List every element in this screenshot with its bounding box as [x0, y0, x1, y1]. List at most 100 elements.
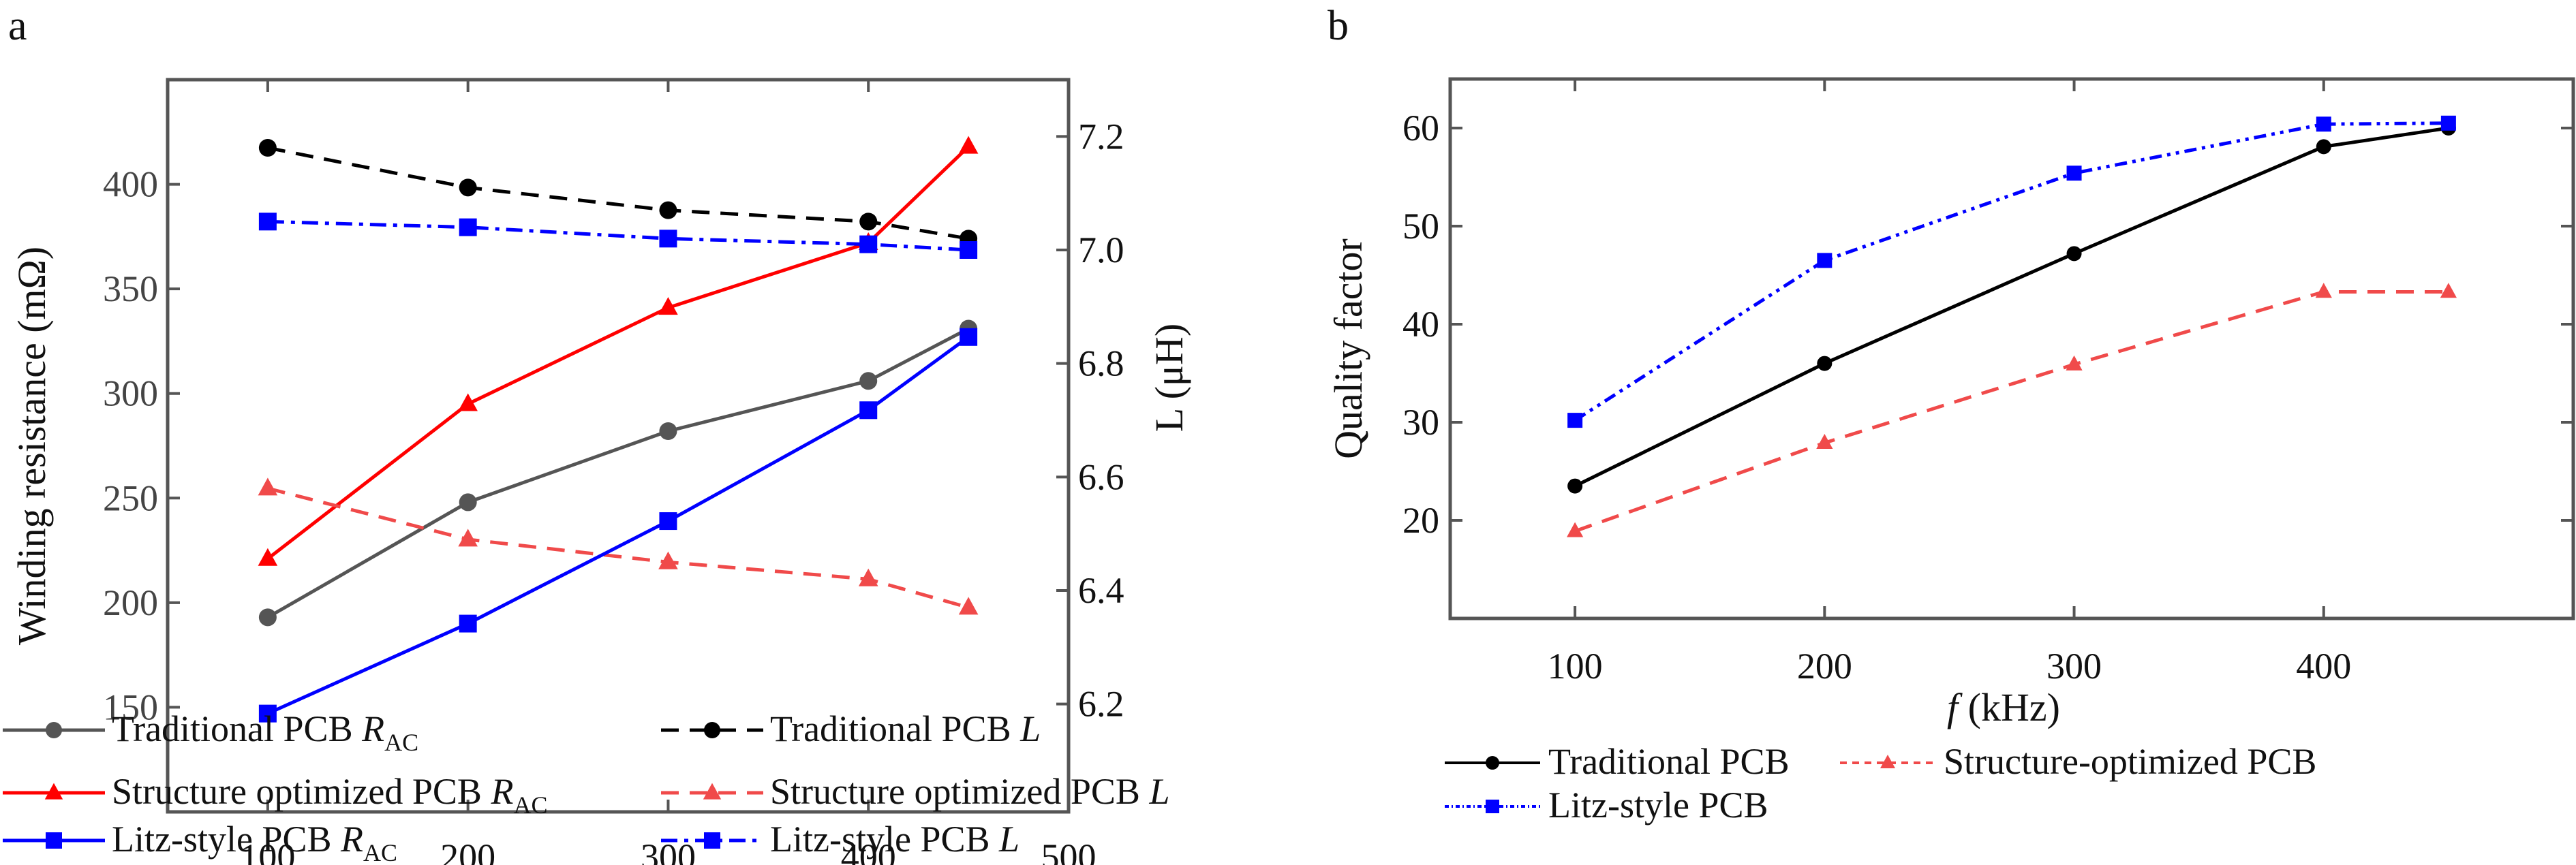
data-point	[258, 548, 278, 566]
y-right-tick-label: 6.4	[1078, 570, 1124, 611]
legend-marker	[1880, 755, 1895, 768]
data-point	[1817, 253, 1833, 268]
data-point	[859, 235, 878, 253]
data-point	[459, 614, 477, 633]
legend-label-main: Litz-style PCB	[770, 819, 999, 860]
data-point	[1816, 434, 1833, 450]
chart-a: a 100 200 300 400 500 150 200 250 300 350 400 6.2…	[3, 3, 1191, 865]
legend-marker	[1486, 800, 1499, 813]
panel-label-b: b	[1328, 3, 1349, 49]
data-point	[958, 597, 979, 615]
legend-item: Litz-style PCB RAC	[3, 819, 397, 865]
data-point	[458, 529, 478, 547]
data-point	[2440, 283, 2457, 298]
x-tick-label: 400	[2296, 646, 2351, 687]
series-traditional-pcb-l	[258, 139, 978, 248]
data-point	[2440, 115, 2456, 131]
legend-marker	[1486, 756, 1499, 770]
legend-label: Litz-style PCB	[1548, 785, 1768, 825]
legend-label: Traditional PCB L	[770, 708, 1041, 749]
series-line	[1574, 121, 2449, 422]
data-point	[2066, 166, 2082, 181]
series-traditional-pcb	[1567, 121, 2456, 494]
y-tick-label: 150	[103, 687, 158, 727]
y-tick-label: 250	[103, 477, 158, 518]
legend-label-subscript: AC	[513, 791, 547, 819]
legend-item: Structure optimized PCB RAC	[3, 771, 547, 819]
legend-marker	[46, 832, 62, 849]
data-point	[1567, 478, 1583, 494]
legend-label-main: Litz-style PCB	[112, 819, 341, 860]
data-point	[258, 477, 278, 496]
data-point	[859, 372, 878, 390]
legend-label: Litz-style PCB L	[770, 819, 1019, 860]
data-point	[960, 328, 978, 346]
data-point	[859, 401, 878, 420]
series-litz-style-pcb	[1567, 115, 2456, 428]
data-point	[1567, 522, 1584, 537]
legend-marker	[44, 783, 63, 800]
y-tick-label: 30	[1402, 402, 1439, 443]
data-point	[858, 568, 878, 586]
legend-item: Litz-style PCB L	[661, 819, 1019, 860]
y-tick-label: 350	[103, 268, 158, 309]
legend-item: Traditional PCB RAC	[3, 708, 418, 756]
legend-item: Structure optimized PCB L	[661, 771, 1170, 812]
y-tick-label: 60	[1402, 108, 1439, 148]
y-right-tick-label: 6.6	[1078, 456, 1124, 497]
x-tick-label: 200	[440, 836, 495, 865]
data-point	[658, 551, 678, 569]
chart-b: b 100 200 300 400 20 30 40 50 60 Quality factor…	[1326, 3, 2575, 825]
series-line	[266, 327, 970, 619]
series-line	[1574, 289, 2449, 533]
x-tick-label: 100	[1548, 646, 1603, 687]
y-axis-title-a: Winding resistance (mΩ)	[10, 247, 54, 645]
legend-label-symbol: L	[1148, 771, 1169, 812]
series-litz-style-pcb-r-ac	[258, 328, 978, 723]
legend-b: Traditional PCB Structure-optimized PCB Li…	[1445, 741, 2316, 825]
legend-label-main: Structure optimized PCB	[112, 771, 491, 812]
series-line	[266, 145, 970, 561]
y-tick-label: 300	[103, 373, 158, 414]
data-point	[960, 241, 978, 259]
data-point	[258, 139, 277, 157]
legend-label-subscript: AC	[363, 839, 397, 865]
legend-marker	[46, 722, 62, 738]
legend-label: Litz-style PCB RAC	[112, 819, 397, 865]
series-line	[266, 335, 970, 715]
y-tick-label: 20	[1402, 500, 1439, 541]
series-line	[1574, 126, 2449, 488]
data-point	[659, 422, 677, 440]
series-litz-style-pcb-l	[258, 213, 978, 259]
x-axis-title-unit-b: (kHz)	[1958, 685, 2060, 729]
data-point	[2315, 283, 2332, 298]
legend-label-subscript: AC	[384, 729, 418, 756]
y-axis-left-a: 150 200 250 300 350 400	[103, 164, 180, 727]
legend-marker	[703, 783, 722, 800]
legend-label-symbol: R	[361, 708, 384, 749]
data-point	[459, 178, 477, 197]
legend-label: Structure optimized PCB L	[770, 771, 1170, 812]
data-point	[859, 213, 878, 231]
series-structure-optimized-pcb-l	[258, 477, 979, 615]
x-tick-label: 100	[240, 836, 295, 865]
legend-marker	[704, 722, 720, 738]
y-axis-right-a: 6.2 6.4 6.6 6.8 7.0 7.2	[1056, 116, 1124, 725]
legend-label-symbol: L	[998, 819, 1019, 860]
y-tick-label: 400	[103, 164, 158, 205]
legend-label: Structure-optimized PCB	[1944, 741, 2316, 782]
data-point	[258, 608, 277, 627]
y-tick-label: 200	[103, 582, 158, 623]
data-point	[658, 297, 678, 315]
legend-item: Traditional PCB	[1445, 741, 1790, 782]
legend-label-main: Structure optimized PCB	[770, 771, 1149, 812]
x-tick-label: 400	[841, 836, 896, 865]
y-right-tick-label: 6.2	[1078, 684, 1124, 725]
y-right-tick-label: 7.2	[1078, 116, 1124, 157]
data-point	[459, 218, 477, 236]
data-point	[1817, 356, 1833, 371]
y-axis-right-title-a: L (μH)	[1147, 324, 1191, 432]
legend-label-main: Traditional PCB	[112, 708, 362, 749]
legend-marker	[704, 832, 720, 849]
